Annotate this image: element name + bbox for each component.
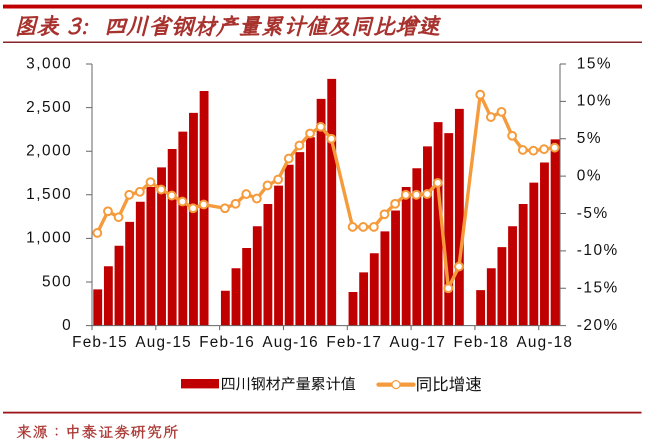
svg-text:-20%: -20% [577,317,619,334]
svg-text:3,000: 3,000 [26,55,72,72]
svg-text:2,000: 2,000 [26,143,72,160]
svg-text:-10%: -10% [577,242,619,259]
svg-text:15%: 15% [577,55,612,72]
svg-text:Aug-17: Aug-17 [390,334,447,351]
svg-text:Feb-17: Feb-17 [326,334,382,351]
svg-text:Feb-16: Feb-16 [199,334,255,351]
svg-text:Feb-18: Feb-18 [453,334,509,351]
svg-text:500: 500 [42,273,72,290]
svg-text:1,500: 1,500 [26,186,72,203]
svg-text:5%: 5% [577,130,602,147]
svg-text:10%: 10% [577,93,612,110]
svg-text:Feb-15: Feb-15 [72,334,128,351]
svg-text:1,000: 1,000 [26,230,72,247]
svg-text:0: 0 [62,317,72,334]
svg-text:0%: 0% [577,167,602,184]
svg-text:Aug-18: Aug-18 [517,334,574,351]
svg-text:2,500: 2,500 [26,99,72,116]
svg-text:-5%: -5% [577,205,609,222]
svg-text:Aug-16: Aug-16 [262,334,319,351]
svg-text:-15%: -15% [577,280,619,297]
svg-text:Aug-15: Aug-15 [135,334,192,351]
